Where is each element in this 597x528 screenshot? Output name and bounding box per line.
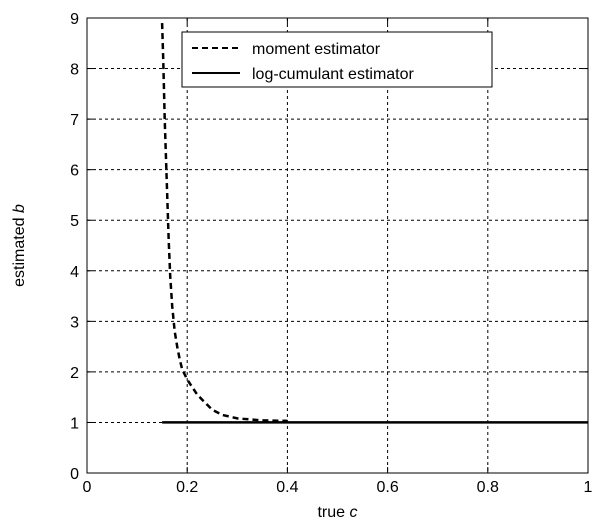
x-axis-label-variable: c bbox=[350, 504, 358, 521]
legend-box bbox=[181, 31, 493, 88]
tick-marks bbox=[86, 17, 589, 474]
y-tick-label: 3 bbox=[70, 314, 79, 331]
grid-lines bbox=[87, 18, 588, 473]
y-tick-label: 8 bbox=[70, 62, 79, 79]
x-tick-label: 0.2 bbox=[176, 479, 198, 496]
legend: moment estimator log-cumulant estimator bbox=[181, 31, 493, 88]
y-axis-label: estimated b bbox=[11, 204, 28, 287]
y-tick-label: 2 bbox=[70, 365, 79, 382]
x-axis-label-text: true bbox=[317, 504, 349, 521]
x-tick-label: 0.4 bbox=[276, 479, 298, 496]
y-axis-label-text: estimated bbox=[11, 213, 28, 287]
x-tick-label: 0.6 bbox=[376, 479, 398, 496]
x-tick-label: 1 bbox=[584, 479, 593, 496]
x-tick-label: 0 bbox=[83, 479, 92, 496]
series-lines bbox=[160, 23, 588, 424]
y-tick-label: 4 bbox=[70, 264, 79, 281]
x-axis-label: true c bbox=[317, 504, 357, 521]
y-tick-label: 7 bbox=[70, 112, 79, 129]
y-tick-label: 6 bbox=[70, 163, 79, 180]
y-tick-label: 9 bbox=[70, 11, 79, 28]
x-tick-label: 0.8 bbox=[477, 479, 499, 496]
series-line-moment-estimator bbox=[160, 23, 288, 423]
legend-label-moment-estimator: moment estimator bbox=[252, 41, 381, 58]
tick-labels: 0 0.2 0.4 0.6 0.8 1 0 1 2 3 4 5 6 7 8 9 bbox=[70, 11, 592, 496]
y-tick-label: 0 bbox=[70, 466, 79, 483]
legend-label-log-cumulant-estimator: log-cumulant estimator bbox=[252, 66, 415, 83]
y-axis-label-variable: b bbox=[11, 204, 28, 213]
plot-frame bbox=[86, 17, 589, 474]
y-tick-label: 1 bbox=[70, 415, 79, 432]
y-tick-label: 5 bbox=[70, 213, 79, 230]
